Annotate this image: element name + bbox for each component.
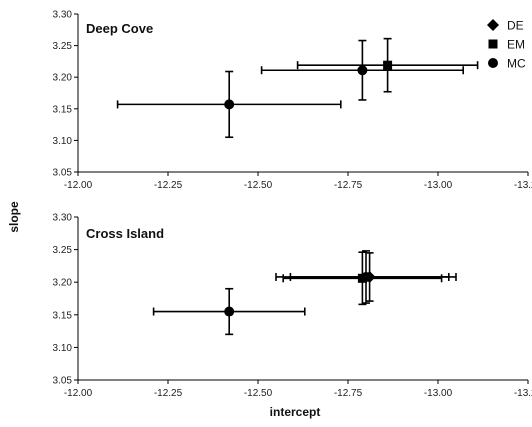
y-tick-label: 3.30 bbox=[53, 10, 73, 21]
x-tick-label: -13.00 bbox=[424, 180, 453, 191]
y-tick-label: 3.05 bbox=[53, 376, 73, 387]
y-tick-label: 3.15 bbox=[53, 104, 73, 115]
x-axis-title: intercept bbox=[270, 405, 321, 419]
data-point-mc bbox=[152, 287, 306, 336]
x-tick-label: -13.25 bbox=[514, 180, 532, 191]
data-point-mc bbox=[116, 70, 342, 139]
y-tick-label: 3.15 bbox=[53, 310, 73, 321]
data-point-em bbox=[282, 251, 443, 306]
legend-diamond-icon bbox=[487, 19, 499, 31]
legend-label: DE bbox=[507, 19, 524, 33]
x-tick-label: -13.00 bbox=[424, 388, 453, 399]
x-tick-label: -12.50 bbox=[244, 180, 273, 191]
x-tick-label: -12.25 bbox=[154, 180, 183, 191]
y-tick-label: 3.30 bbox=[53, 213, 73, 224]
legend: DE EM MC bbox=[487, 19, 526, 71]
x-tick-label: -12.75 bbox=[334, 180, 363, 191]
square-marker bbox=[383, 60, 393, 70]
panels: 3.05 3.10 3.15 3.20 3.25 3.30 -12.00 -12.25 -12.… bbox=[53, 10, 532, 400]
legend-item-em: EM bbox=[488, 38, 525, 52]
legend-circle-icon bbox=[488, 58, 498, 68]
y-tick-label: 3.20 bbox=[53, 278, 73, 289]
circle-marker bbox=[224, 306, 235, 317]
data-point-de bbox=[289, 252, 450, 302]
panel-deep-cove: 3.05 3.10 3.15 3.20 3.25 3.30 -12.00 -12.25 -12.… bbox=[53, 10, 532, 192]
x-tick-label: -12.25 bbox=[154, 388, 183, 399]
y-tick-label: 3.25 bbox=[53, 41, 73, 52]
x-tick-label: -12.00 bbox=[64, 180, 93, 191]
y-tick-label: 3.20 bbox=[53, 73, 73, 84]
legend-label: EM bbox=[507, 38, 525, 52]
legend-item-de: DE bbox=[487, 19, 524, 33]
circle-marker bbox=[224, 99, 235, 110]
square-marker bbox=[357, 273, 367, 283]
y-tick-label: 3.10 bbox=[53, 136, 73, 147]
y-tick-label: 3.25 bbox=[53, 245, 73, 256]
legend-item-mc: MC bbox=[488, 57, 526, 71]
legend-square-icon bbox=[488, 39, 498, 49]
x-tick-label: -12.50 bbox=[244, 388, 273, 399]
legend-label: MC bbox=[507, 57, 526, 71]
panel-cross-island: 3.05 3.10 3.15 3.20 3.25 3.30 -12.00 -12.25 -12.… bbox=[53, 213, 532, 400]
y-tick-label: 3.10 bbox=[53, 343, 73, 354]
panel-title: Cross Island bbox=[86, 226, 164, 241]
y-tick-label: 3.05 bbox=[53, 168, 73, 179]
data-point-mc bbox=[260, 39, 465, 101]
y-axis-title: slope bbox=[7, 201, 21, 233]
diamond-marker bbox=[363, 270, 376, 283]
data-point-em bbox=[296, 37, 479, 93]
x-tick-label: -12.00 bbox=[64, 388, 93, 399]
panel-title: Deep Cove bbox=[86, 21, 153, 36]
x-tick-label: -12.75 bbox=[334, 388, 363, 399]
circle-marker bbox=[357, 65, 368, 76]
x-tick-label: -13.25 bbox=[514, 388, 532, 399]
